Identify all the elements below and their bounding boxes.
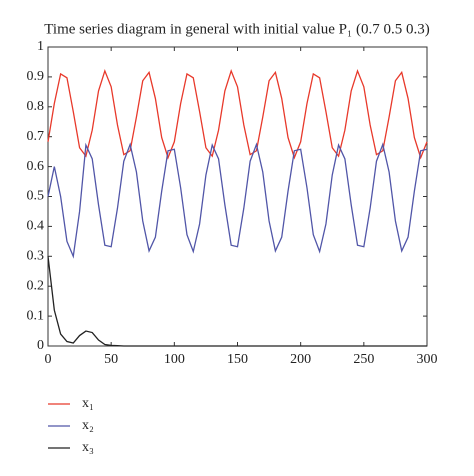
y-tick-label: 0.2 — [27, 278, 45, 293]
y-tick-label: 0.8 — [27, 99, 45, 114]
y-tick-label: 1 — [37, 39, 44, 54]
series-line — [47, 142, 428, 259]
y-tick-label: 0.1 — [27, 308, 45, 323]
x-tick-label: 200 — [290, 352, 311, 367]
y-tick-label: 0.7 — [27, 129, 45, 144]
y-tick-label: 0.3 — [27, 249, 45, 264]
y-tick-label: 0 — [37, 338, 44, 353]
legend-label: x₃ — [82, 440, 94, 455]
y-tick-label: 0.5 — [27, 189, 45, 204]
x-tick-label: 150 — [227, 352, 248, 367]
legend-label: x₁ — [82, 396, 94, 411]
x-tick-label: 100 — [164, 352, 185, 367]
chart-title: Time series diagram in general with init… — [44, 21, 429, 37]
y-tick-label: 0.6 — [27, 159, 45, 174]
series-line — [47, 68, 428, 160]
legend-label: x₂ — [82, 418, 94, 433]
x-tick-label: 250 — [353, 352, 374, 367]
plot-frame — [47, 46, 428, 347]
x-tick-label: 0 — [45, 352, 52, 367]
x-tick-label: 300 — [417, 352, 438, 367]
series-line — [47, 256, 427, 347]
x-tick-label: 50 — [104, 352, 118, 367]
y-tick-label: 0.9 — [27, 69, 45, 84]
y-tick-label: 0.4 — [27, 219, 45, 234]
